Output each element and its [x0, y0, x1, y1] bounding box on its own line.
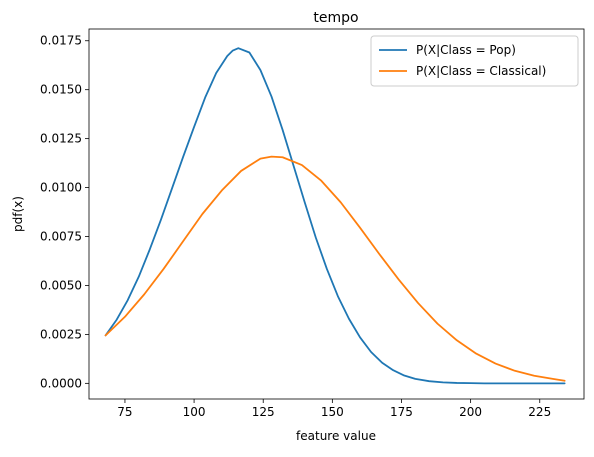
x-tick-label: 225 — [528, 405, 551, 419]
legend-label-0: P(X|Class = Pop) — [416, 43, 516, 57]
x-tick-label: 200 — [459, 405, 482, 419]
legend-box — [370, 35, 579, 87]
series-line-1 — [104, 155, 566, 382]
y-tick-label: 0.0175 — [40, 34, 82, 48]
y-tick-label: 0.0025 — [40, 327, 82, 341]
series-layer — [104, 47, 566, 385]
y-tick-label: 0.0000 — [40, 376, 82, 390]
y-tick-label: 0.0075 — [40, 230, 82, 244]
series-line-0 — [104, 47, 566, 385]
y-axis-label: pdf(x) — [11, 196, 25, 232]
x-axis: 75 100 125 150 175 200 225 — [117, 399, 551, 419]
x-tick-label: 150 — [321, 405, 344, 419]
x-axis-label: feature value — [296, 429, 376, 443]
chart-title: tempo — [313, 10, 358, 26]
plot-area — [89, 29, 584, 399]
legend-label-1: P(X|Class = Classical) — [416, 64, 546, 78]
y-tick-label: 0.0100 — [40, 181, 82, 195]
y-axis: 0.0000 0.0025 0.0050 0.0075 0.0100 0.0125 0.01… — [40, 34, 89, 390]
legend: P(X|Class = Pop) P(X|Class = Classical) — [370, 35, 579, 87]
x-tick-label: 100 — [183, 405, 206, 419]
y-tick-label: 0.0150 — [40, 83, 82, 97]
x-tick-label: 75 — [117, 405, 132, 419]
x-tick-label: 125 — [252, 405, 275, 419]
plot-frame — [88, 28, 585, 400]
y-tick-label: 0.0125 — [40, 132, 82, 146]
y-tick-label: 0.0050 — [40, 278, 82, 292]
x-tick-label: 175 — [390, 405, 413, 419]
